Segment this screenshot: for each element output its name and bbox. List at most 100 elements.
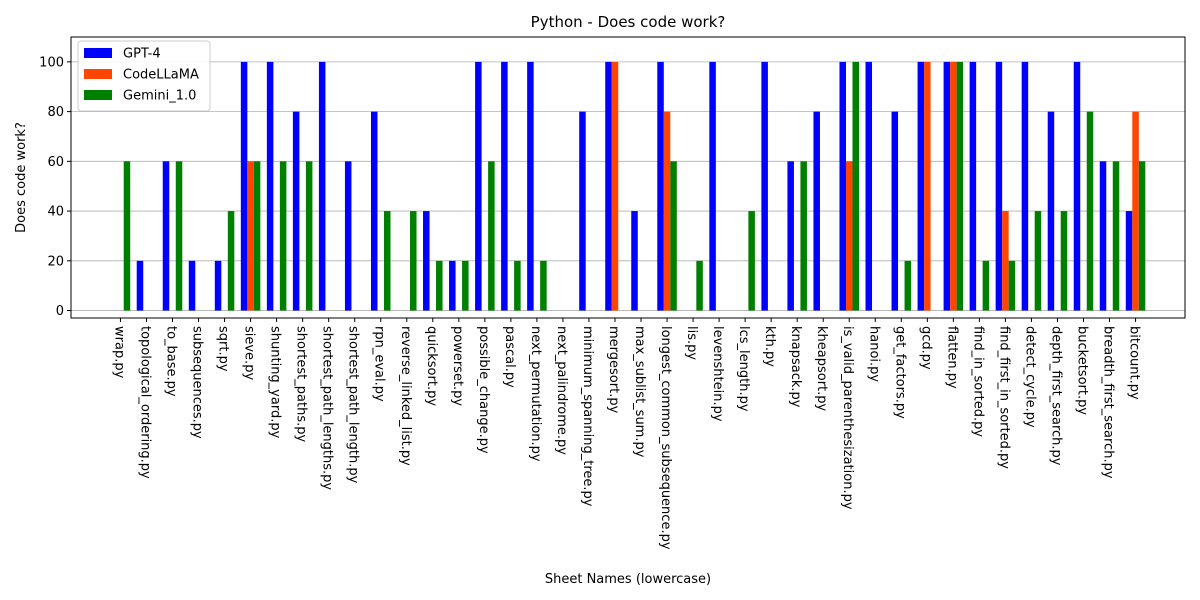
x-tick-label: lis.py: [684, 326, 699, 360]
bar-gemini-1-0-4: [227, 211, 235, 311]
x-tick-label: shunting_yard.py: [268, 326, 283, 439]
bar-gpt-4-29: [865, 61, 873, 311]
x-tick-label: reverse_linked_list.py: [398, 326, 413, 466]
legend: GPT-4 CodeLLaMA Gemini_1.0: [77, 40, 211, 112]
bar-gemini-1-0-10: [383, 211, 391, 311]
bar-gemini-1-0-5: [253, 161, 261, 311]
x-tick-label: kheapsort.py: [814, 326, 829, 412]
bar-gemini-1-0-11: [410, 211, 417, 311]
bar-gpt-4-16: [527, 61, 534, 311]
x-tick-label: lcs_length.py: [736, 326, 751, 412]
bar-gpt-4-12: [423, 211, 430, 311]
bar-gemini-1-0-14: [488, 161, 495, 311]
legend-swatch: [84, 90, 112, 100]
bar-gemini-1-0-7: [305, 161, 313, 311]
x-axis-label: Sheet Names (lowercase): [545, 572, 711, 587]
x-tick-label: hanoi.py: [866, 326, 881, 382]
bar-gemini-1-0-24: [748, 211, 755, 311]
bar-codellama-28: [845, 161, 853, 311]
x-tick-label: pascal.py: [502, 326, 517, 388]
bar-gemini-1-0-15: [514, 260, 521, 311]
x-tick-label: possible_change.py: [476, 326, 491, 454]
bar-gemini-1-0-13: [462, 260, 469, 311]
bar-gemini-1-0-33: [982, 260, 990, 311]
x-tick-label: sqrt.py: [216, 326, 231, 372]
bar-gpt-4-8: [318, 61, 326, 311]
bar-gemini-1-0-26: [800, 161, 807, 311]
x-tick-label: knapsack.py: [788, 326, 803, 408]
bar-gpt-4-18: [579, 111, 586, 311]
x-tick-label: detect_cycle.py: [1022, 326, 1037, 428]
bar-gemini-1-0-37: [1086, 111, 1094, 311]
bar-gpt-4-39: [1125, 211, 1133, 311]
bar-gpt-4-38: [1099, 161, 1107, 311]
x-tick-label: bucketsort.py: [1074, 326, 1089, 415]
x-tick-label: shortest_path_length.py: [346, 326, 361, 484]
bar-gemini-1-0-21: [670, 161, 677, 311]
bar-gemini-1-0-12: [436, 260, 443, 311]
bar-gpt-4-25: [761, 61, 768, 311]
legend-label: CodeLLaMA: [123, 68, 199, 83]
x-tick-label: shortest_path_lengths.py: [320, 326, 335, 490]
bar-gpt-4-30: [891, 111, 899, 311]
bar-gemini-1-0-36: [1060, 211, 1068, 311]
bar-gpt-4-10: [370, 111, 378, 311]
bar-gpt-4-32: [943, 61, 951, 311]
bar-gpt-4-19: [605, 61, 612, 311]
bar-gemini-1-0-35: [1034, 211, 1042, 311]
x-tick-label: next_permutation.py: [528, 326, 543, 462]
x-tick-label: levenshtein.py: [710, 326, 725, 422]
bar-codellama-21: [663, 111, 671, 311]
y-tick-label: 0: [56, 304, 64, 319]
bars: [123, 61, 1146, 311]
x-tick-label: minimum_spanning_tree.py: [580, 326, 595, 507]
bar-gemini-1-0-0: [123, 161, 131, 311]
bar-gpt-4-13: [449, 260, 456, 311]
bar-gpt-4-33: [969, 61, 977, 311]
x-ticks: wrap.py topological_ordering.py to_base.py…: [111, 318, 1142, 550]
bar-codellama-32: [950, 61, 957, 311]
bar-codellama-5: [247, 161, 254, 311]
x-tick-label: find_first_in_sorted.py: [996, 326, 1011, 469]
x-tick-label: depth_first_search.py: [1048, 326, 1063, 466]
bar-gpt-4-21: [657, 61, 664, 311]
bar-gemini-1-0-32: [956, 61, 964, 311]
legend-swatch: [84, 48, 112, 58]
bar-gpt-4-37: [1073, 61, 1081, 311]
y-tick-label: 60: [47, 155, 64, 170]
bar-codellama-19: [611, 61, 619, 311]
bar-gpt-4-35: [1021, 61, 1029, 311]
y-tick-label: 20: [47, 254, 64, 269]
bar-gpt-4-6: [266, 61, 274, 311]
x-tick-label: subsequences.py: [190, 326, 205, 439]
y-tick-label: 100: [39, 55, 64, 70]
bar-gemini-1-0-2: [175, 161, 183, 311]
bar-gpt-4-31: [917, 61, 925, 311]
bar-gemini-1-0-39: [1138, 161, 1146, 311]
bar-gpt-4-14: [475, 61, 482, 311]
bar-gpt-4-2: [162, 161, 170, 311]
bar-codellama-39: [1132, 111, 1139, 311]
bar-gpt-4-36: [1047, 111, 1055, 311]
bar-gpt-4-4: [214, 260, 222, 311]
legend-label: GPT-4: [123, 47, 161, 62]
x-tick-label: longest_common_subsequence.py: [658, 326, 673, 550]
bar-gemini-1-0-30: [904, 260, 912, 311]
bar-gpt-4-34: [995, 61, 1003, 311]
x-tick-label: max_sublist_sum.py: [632, 326, 647, 458]
x-tick-label: find_in_sorted.py: [970, 326, 985, 437]
bar-gpt-4-15: [501, 61, 508, 311]
x-tick-label: bitcount.py: [1127, 326, 1142, 400]
bar-gemini-1-0-28: [852, 61, 859, 311]
x-tick-label: to_base.py: [164, 326, 179, 397]
bar-gpt-4-9: [344, 161, 352, 311]
bar-gemini-1-0-16: [540, 260, 547, 311]
x-tick-label: topological_ordering.py: [137, 326, 152, 479]
bar-codellama-31: [924, 61, 931, 311]
x-tick-label: gcd.py: [918, 326, 933, 370]
bar-gemini-1-0-34: [1008, 260, 1016, 311]
bar-codellama-34: [1002, 211, 1009, 311]
y-axis-label: Does code work?: [14, 122, 29, 233]
bar-gpt-4-1: [136, 260, 144, 311]
